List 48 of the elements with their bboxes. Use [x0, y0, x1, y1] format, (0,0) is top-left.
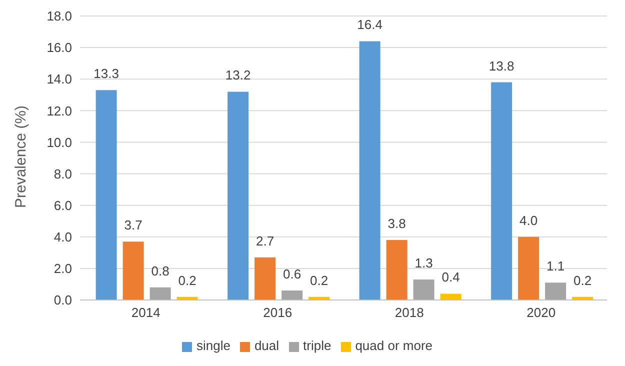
- bar: [518, 236, 540, 300]
- data-label: 1.3: [414, 255, 433, 270]
- y-tick-label: 4.0: [54, 230, 72, 245]
- data-label: 0.4: [442, 270, 460, 285]
- data-label: 0.2: [178, 272, 196, 288]
- bar: [96, 90, 117, 300]
- bar: [359, 41, 380, 300]
- y-tick-label: 8.0: [54, 166, 72, 182]
- y-tick-label: 6.0: [54, 198, 72, 213]
- data-label: 13.8: [488, 58, 514, 74]
- y-tick-label: 10.0: [46, 134, 72, 150]
- data-label: 3.8: [388, 216, 406, 232]
- y-tick-label: 18.0: [46, 8, 72, 24]
- legend-label: triple: [303, 338, 332, 353]
- data-label: 13.3: [94, 66, 119, 82]
- data-label: 0.2: [310, 272, 328, 288]
- data-label: 0.2: [574, 272, 592, 288]
- bar: [150, 287, 171, 300]
- y-tick-label: 0.0: [54, 292, 72, 308]
- data-label: 3.7: [124, 218, 142, 233]
- x-tick-label: 2014: [131, 305, 160, 320]
- bar: [282, 290, 303, 300]
- legend-label: dual: [254, 338, 280, 353]
- legend-label: quad or more: [355, 338, 433, 353]
- data-label: 2.7: [256, 233, 274, 248]
- data-label: 13.2: [225, 68, 251, 83]
- data-label: 0.8: [151, 263, 170, 278]
- bar: [386, 240, 408, 300]
- data-label: 16.4: [357, 17, 382, 32]
- y-tick-label: 2.0: [54, 261, 72, 276]
- bar: [254, 257, 276, 300]
- data-label: 1.1: [546, 258, 565, 274]
- bar: [440, 294, 462, 300]
- y-tick-label: 16.0: [46, 40, 72, 56]
- data-label: 0.6: [283, 266, 302, 282]
- x-tick-label: 2018: [394, 305, 424, 320]
- bar: [491, 82, 512, 300]
- x-tick-label: 2016: [263, 305, 292, 320]
- y-tick-label: 14.0: [46, 72, 72, 87]
- legend-label: single: [196, 338, 230, 353]
- x-tick-label: 2020: [526, 305, 556, 320]
- bar: [228, 92, 249, 300]
- data-label: 4.0: [520, 212, 538, 228]
- bar: [545, 282, 566, 300]
- y-axis-title: Prevalence (%): [12, 105, 30, 208]
- y-tick-label: 12.0: [46, 103, 72, 118]
- bar: [122, 242, 144, 300]
- bar: [413, 279, 434, 300]
